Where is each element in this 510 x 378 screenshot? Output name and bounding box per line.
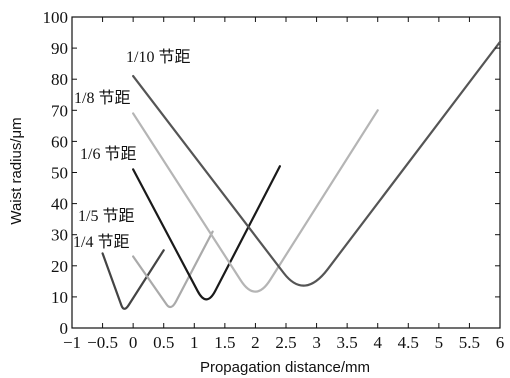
series-line: [132, 109, 379, 293]
series-label: 1/4 节距: [73, 233, 129, 251]
x-tick-label: 3: [312, 333, 321, 352]
series-label-layer: 1/4 节距 1/5 节距 1/6 节距 1/8 节距 1/10 节距: [73, 48, 190, 251]
x-tick-label: 5.5: [459, 333, 480, 352]
y-tick-label: 20: [51, 257, 68, 276]
y-tick-label: 40: [51, 195, 68, 214]
y-tick-label: 80: [51, 70, 68, 89]
y-tick-label: 30: [51, 226, 68, 245]
series-line: [132, 40, 502, 287]
series-line: [132, 230, 214, 309]
series-label: 1/8 节距: [74, 89, 130, 107]
tick-layer: −1 −0.5 0 0.5 1 1.5 2 2.5 3 3.5 4 4.5 5 5.5 6010203040…: [43, 8, 505, 352]
series-label: 1/5 节距: [78, 207, 134, 225]
y-tick-label: 90: [51, 39, 68, 58]
series-label: 1/6 节距: [80, 145, 136, 163]
series-label: 1/10 节距: [126, 48, 190, 66]
x-tick-label: 1: [190, 333, 199, 352]
x-tick-label: 2: [251, 333, 260, 352]
x-tick-label: 6: [496, 333, 505, 352]
x-tick-label: 0: [129, 333, 138, 352]
y-tick-label: 10: [51, 288, 68, 307]
x-tick-label: −1: [63, 333, 81, 352]
series-line: [132, 165, 281, 301]
x-tick-label: 3.5: [337, 333, 358, 352]
y-tick-label: 70: [51, 101, 68, 120]
series-line: [101, 249, 165, 310]
y-axis-label: Waist radius/μm: [8, 117, 25, 224]
y-tick-label: 100: [43, 8, 69, 27]
x-tick-label: 5: [435, 333, 444, 352]
x-tick-label: 4.5: [398, 333, 419, 352]
x-axis-label: Propagation distance/mm: [200, 359, 370, 376]
y-tick-label: 50: [51, 164, 68, 183]
x-tick-label: 2.5: [275, 333, 296, 352]
x-tick-label: 1.5: [214, 333, 235, 352]
y-tick-label: 0: [60, 319, 69, 338]
x-tick-label: 4: [373, 333, 382, 352]
series-layer: [101, 40, 502, 310]
x-tick-label: 0.5: [153, 333, 174, 352]
x-tick-label: −0.5: [87, 333, 118, 352]
y-tick-label: 60: [51, 132, 68, 151]
